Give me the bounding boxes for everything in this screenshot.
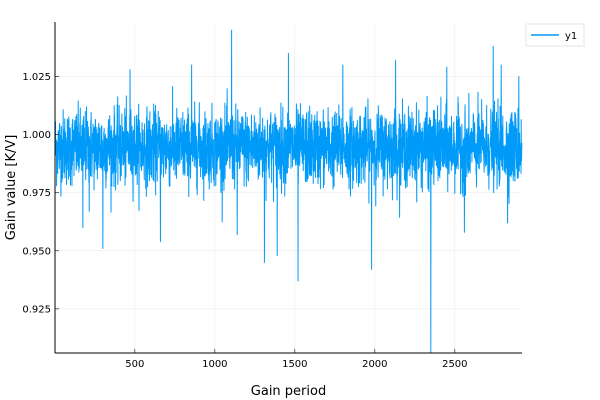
y-axis-ticks: 0.925 0.950 0.975 1.000 1.025 — [22, 72, 59, 315]
y-tick-label: 0.975 — [22, 188, 51, 199]
x-tick-label: 2000 — [362, 359, 387, 370]
series-layer — [54, 29, 523, 354]
x-tick-label: 500 — [125, 359, 144, 370]
series-line-y1 — [54, 29, 523, 354]
y-axis-title: Gain value [K/V] — [4, 135, 19, 241]
x-axis-title: Gain period — [251, 384, 326, 399]
y-tick-label: 1.000 — [22, 130, 51, 141]
axes — [54, 22, 522, 354]
legend: y1 — [525, 23, 585, 47]
x-tick-label: 1500 — [282, 359, 307, 370]
x-axis-ticks: 500 1000 1500 2000 2500 — [125, 349, 468, 370]
legend-label-y1: y1 — [565, 31, 577, 42]
y-tick-label: 1.025 — [22, 72, 51, 83]
x-tick-label: 2500 — [442, 359, 467, 370]
y-tick-label: 0.950 — [22, 246, 51, 257]
y-tick-label: 0.925 — [22, 304, 51, 315]
x-tick-label: 1000 — [202, 359, 227, 370]
